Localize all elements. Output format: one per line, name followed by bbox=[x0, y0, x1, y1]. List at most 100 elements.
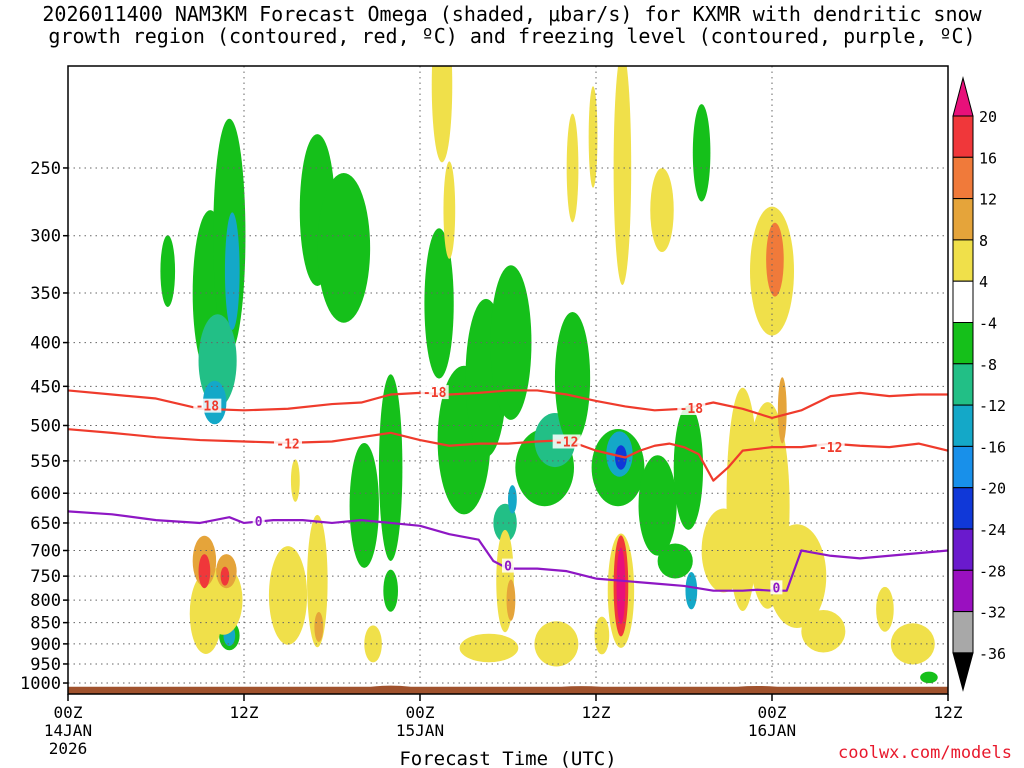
colorbar-label-4: 4 bbox=[979, 273, 988, 291]
terrain-fill bbox=[68, 685, 948, 694]
grid-lines bbox=[68, 66, 948, 694]
contour-label--12C-1: -12 bbox=[555, 435, 578, 450]
contour-label-0C-1: 0 bbox=[504, 560, 512, 575]
contour-label--18C-1: -18 bbox=[423, 386, 447, 401]
omega-region-24 bbox=[685, 572, 698, 610]
x-axis-title: Forecast Time (UTC) bbox=[399, 748, 616, 768]
omega-region-42 bbox=[290, 459, 300, 502]
x-tick-label-36: 12Z bbox=[582, 703, 611, 722]
omega-region-3 bbox=[198, 314, 237, 408]
y-tick-label-550: 550 bbox=[30, 452, 61, 472]
contour-label-0C-0: 0 bbox=[255, 515, 263, 530]
x-tick-label-0: 00Z bbox=[54, 703, 83, 722]
omega-region-4 bbox=[224, 212, 240, 330]
chart-title-line-1: 2026011400 NAM3KM Forecast Omega (shaded… bbox=[42, 2, 982, 26]
y-tick-label-850: 850 bbox=[30, 614, 61, 634]
contour-label-bg bbox=[552, 434, 581, 449]
colorbar-bin-6 bbox=[952, 363, 974, 406]
contour-label-bg bbox=[677, 400, 706, 415]
omega-region-8 bbox=[349, 442, 379, 568]
omega-region-32 bbox=[383, 569, 398, 612]
omega-region-41 bbox=[314, 612, 324, 642]
colorbar-bin-1 bbox=[952, 156, 974, 200]
omega-region-13 bbox=[490, 265, 532, 420]
omega-region-51 bbox=[594, 616, 610, 655]
plot-frame bbox=[67, 65, 949, 695]
colorbar-bin-3 bbox=[952, 239, 974, 282]
colorbar-label-8: -16 bbox=[979, 438, 1006, 456]
colorbar-bin-7 bbox=[952, 404, 974, 447]
x-tick-label-24: 00Z bbox=[406, 703, 435, 722]
y-tick-label-750: 750 bbox=[30, 567, 61, 587]
x-tick-date-48: 16JAN bbox=[748, 721, 796, 740]
y-tick-label-250: 250 bbox=[30, 159, 61, 179]
colorbar-bin-10 bbox=[952, 528, 974, 571]
colorbar-label-2: 12 bbox=[979, 191, 997, 209]
omega-region-49 bbox=[534, 621, 579, 667]
colorbar-bin-2 bbox=[952, 198, 974, 241]
omega-region-22 bbox=[638, 455, 677, 556]
omega-region-48 bbox=[506, 579, 516, 621]
omega-region-50 bbox=[588, 86, 598, 188]
colorbar-top-arrow bbox=[952, 76, 974, 117]
omega-region-40 bbox=[307, 514, 328, 648]
y-tick-label-1000: 1000 bbox=[20, 674, 61, 694]
omega-region-65 bbox=[777, 377, 787, 444]
omega-region-54 bbox=[616, 547, 626, 625]
x-tick-label-48: 00Z bbox=[758, 703, 787, 722]
y-tick-label-950: 950 bbox=[30, 655, 61, 675]
contour-label--18C-0: -18 bbox=[196, 400, 220, 415]
omega-region-46 bbox=[459, 633, 519, 663]
y-tick-label-650: 650 bbox=[30, 514, 61, 534]
colorbar-label-7: -12 bbox=[979, 397, 1006, 415]
colorbar-bin-11 bbox=[952, 569, 974, 613]
omega-region-67 bbox=[876, 586, 894, 632]
omega-region-66 bbox=[890, 623, 935, 665]
colorbar-bin-5 bbox=[952, 322, 974, 365]
colorbar-label-6: -8 bbox=[979, 356, 997, 374]
omega-region-44 bbox=[431, 66, 453, 163]
colorbar-bottom-arrow bbox=[952, 652, 974, 692]
omega-region-57 bbox=[650, 168, 674, 253]
omega-region-18 bbox=[508, 485, 517, 514]
colorbar-label-10: -24 bbox=[979, 521, 1006, 539]
omega-region-25 bbox=[657, 543, 693, 579]
colorbar-bin-4 bbox=[952, 280, 974, 324]
colorbar-label-9: -20 bbox=[979, 480, 1006, 498]
contour-label-bg bbox=[420, 385, 449, 400]
omega-region-56 bbox=[566, 113, 579, 223]
colorbar-bin-8 bbox=[952, 445, 974, 489]
x-tick-year-0: 2026 bbox=[49, 739, 88, 758]
contour--18C bbox=[68, 389, 948, 420]
colorbar-bin-0 bbox=[952, 115, 974, 158]
y-tick-label-400: 400 bbox=[30, 334, 61, 354]
omega-region-9 bbox=[378, 374, 403, 561]
y-axis: 2503003504004505005506006507007508008509… bbox=[20, 159, 68, 694]
y-tick-label-350: 350 bbox=[30, 284, 61, 304]
x-tick-label-12: 12Z bbox=[230, 703, 259, 722]
y-tick-label-800: 800 bbox=[30, 591, 61, 611]
y-tick-label-600: 600 bbox=[30, 484, 61, 504]
omega-region-17 bbox=[493, 503, 517, 543]
omega-region-16 bbox=[554, 312, 591, 444]
colorbar-label-5: -4 bbox=[979, 315, 997, 333]
y-tick-label-900: 900 bbox=[30, 635, 61, 655]
omega-region-37 bbox=[198, 554, 211, 589]
omega-region-55 bbox=[613, 66, 632, 285]
y-tick-label-450: 450 bbox=[30, 377, 61, 397]
contour-label-bg bbox=[274, 436, 302, 451]
contour-label-bg bbox=[816, 440, 845, 455]
y-tick-label-500: 500 bbox=[30, 416, 61, 436]
contour-label-bg bbox=[502, 558, 514, 573]
omega-region-39 bbox=[268, 546, 308, 645]
contour-label--12C-2: -12 bbox=[819, 441, 842, 456]
colorbar: 20 16 12 8 4 -4 -8 -12 -16 -20 -24 -28 -32 -36 bbox=[952, 76, 1006, 692]
colorbar-label-12: -32 bbox=[979, 604, 1006, 622]
omega-region-38 bbox=[220, 566, 230, 586]
chart-title-line-2: growth region (contoured, red, ºC) and f… bbox=[48, 24, 976, 48]
omega-region-23 bbox=[673, 405, 704, 530]
omega-region-45 bbox=[443, 161, 456, 259]
omega-region-31 bbox=[920, 671, 938, 684]
